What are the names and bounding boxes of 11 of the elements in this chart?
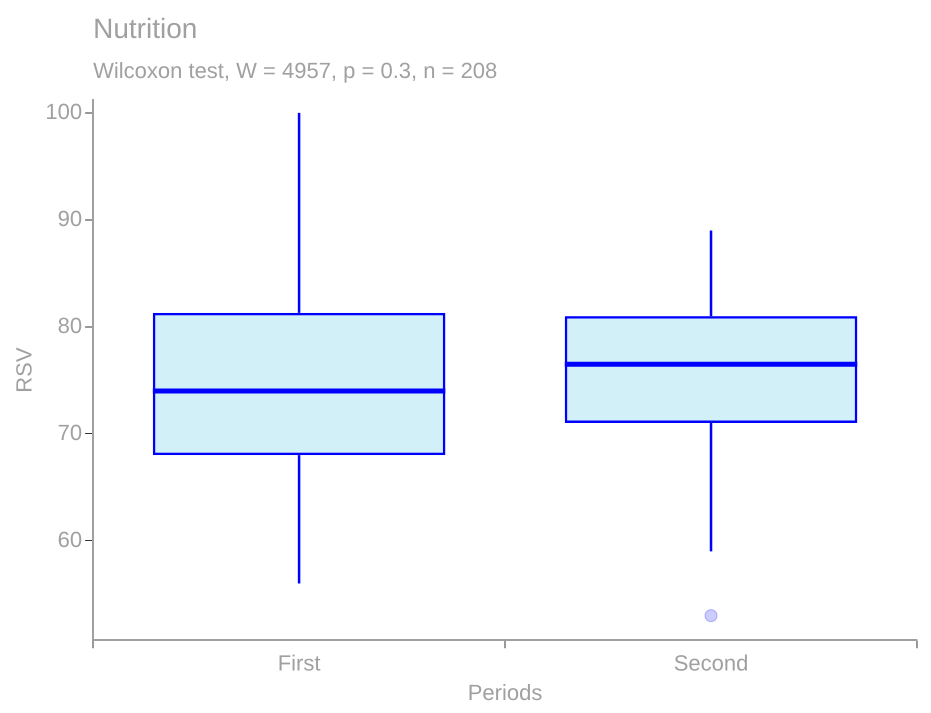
x-tick-label: First: [278, 650, 320, 676]
y-tick-label: 100: [45, 98, 82, 124]
chart-subtitle: Wilcoxon test, W = 4957, p = 0.3, n = 208: [93, 58, 498, 83]
y-tick-label: 60: [58, 526, 82, 552]
x-tick-label: Second: [674, 650, 748, 676]
y-tick-label: 90: [58, 206, 82, 231]
y-tick-label: 80: [58, 312, 82, 338]
y-axis-title: RSV: [11, 347, 36, 393]
x-axis-title: Periods: [468, 680, 542, 705]
chart-title: Nutrition: [93, 13, 198, 44]
y-tick-label: 70: [58, 420, 82, 445]
